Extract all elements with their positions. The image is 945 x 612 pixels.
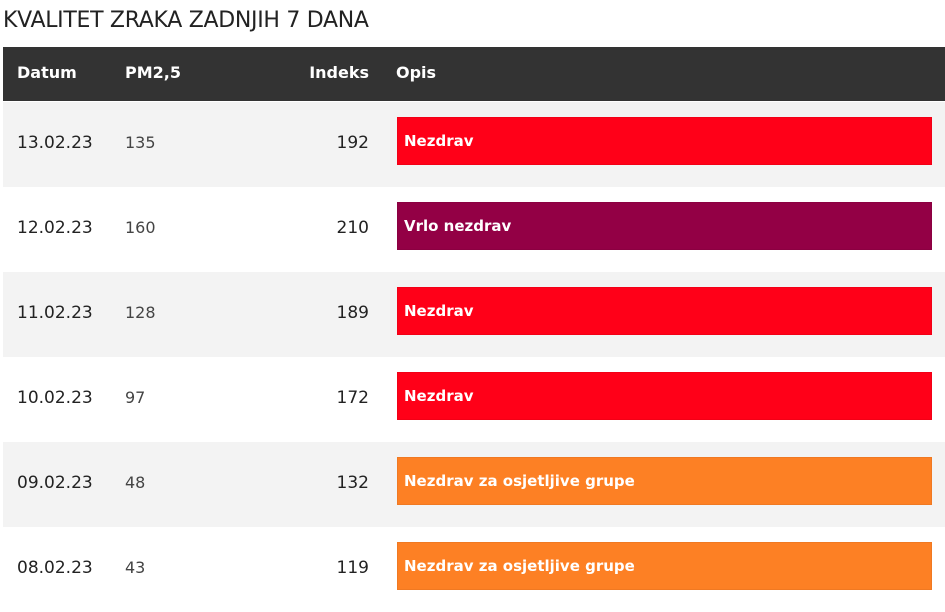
status-label: Nezdrav bbox=[404, 132, 474, 150]
table-header: Datum PM2,5 Indeks Opis bbox=[3, 47, 945, 101]
date-cell: 10.02.23 bbox=[17, 388, 93, 408]
column-header: Opis bbox=[396, 63, 437, 82]
table-row: 10.02.23 97 172 Nezdrav bbox=[3, 357, 945, 442]
status-badge: Nezdrav bbox=[397, 287, 932, 335]
status-badge: Nezdrav bbox=[397, 372, 932, 420]
status-badge: Nezdrav za osjetljive grupe bbox=[397, 542, 932, 590]
page-title: KVALITET ZRAKA ZADNJIH 7 DANA bbox=[3, 8, 369, 33]
table-row: 13.02.23 135 192 Nezdrav bbox=[3, 102, 945, 187]
date-cell: 09.02.23 bbox=[17, 473, 93, 493]
status-label: Vrlo nezdrav bbox=[404, 217, 512, 235]
column-header: PM2,5 bbox=[125, 63, 181, 82]
index-cell: 172 bbox=[336, 388, 369, 408]
table-row: 08.02.23 43 119 Nezdrav za osjetljive grupe bbox=[3, 527, 945, 612]
status-badge: Vrlo nezdrav bbox=[397, 202, 932, 250]
page: KVALITET ZRAKA ZADNJIH 7 DANA Datum PM2,5… bbox=[3, 8, 945, 590]
table-row: 12.02.23 160 210 Vrlo nezdrav bbox=[3, 187, 945, 272]
date-cell: 12.02.23 bbox=[17, 218, 93, 238]
date-cell: 13.02.23 bbox=[17, 133, 93, 153]
status-badge: Nezdrav za osjetljive grupe bbox=[397, 457, 932, 505]
pm25-cell: 135 bbox=[125, 133, 156, 152]
status-label: Nezdrav za osjetljive grupe bbox=[404, 557, 635, 575]
index-cell: 189 bbox=[336, 303, 369, 323]
status-label: Nezdrav bbox=[404, 387, 474, 405]
pm25-cell: 48 bbox=[125, 473, 146, 492]
column-header: Indeks bbox=[309, 63, 369, 82]
status-label: Nezdrav bbox=[404, 302, 474, 320]
column-header: Datum bbox=[17, 63, 77, 82]
date-cell: 11.02.23 bbox=[17, 303, 93, 323]
index-cell: 210 bbox=[336, 218, 369, 238]
date-cell: 08.02.23 bbox=[17, 558, 93, 578]
pm25-cell: 160 bbox=[125, 218, 156, 237]
index-cell: 192 bbox=[336, 133, 369, 153]
table-row: 11.02.23 128 189 Nezdrav bbox=[3, 272, 945, 357]
pm25-cell: 97 bbox=[125, 388, 146, 407]
table-row: 09.02.23 48 132 Nezdrav za osjetljive grupe bbox=[3, 442, 945, 527]
pm25-cell: 128 bbox=[125, 303, 156, 322]
pm25-cell: 43 bbox=[125, 558, 146, 577]
index-cell: 132 bbox=[336, 473, 369, 493]
index-cell: 119 bbox=[336, 558, 369, 578]
status-label: Nezdrav za osjetljive grupe bbox=[404, 472, 635, 490]
status-badge: Nezdrav bbox=[397, 117, 932, 165]
